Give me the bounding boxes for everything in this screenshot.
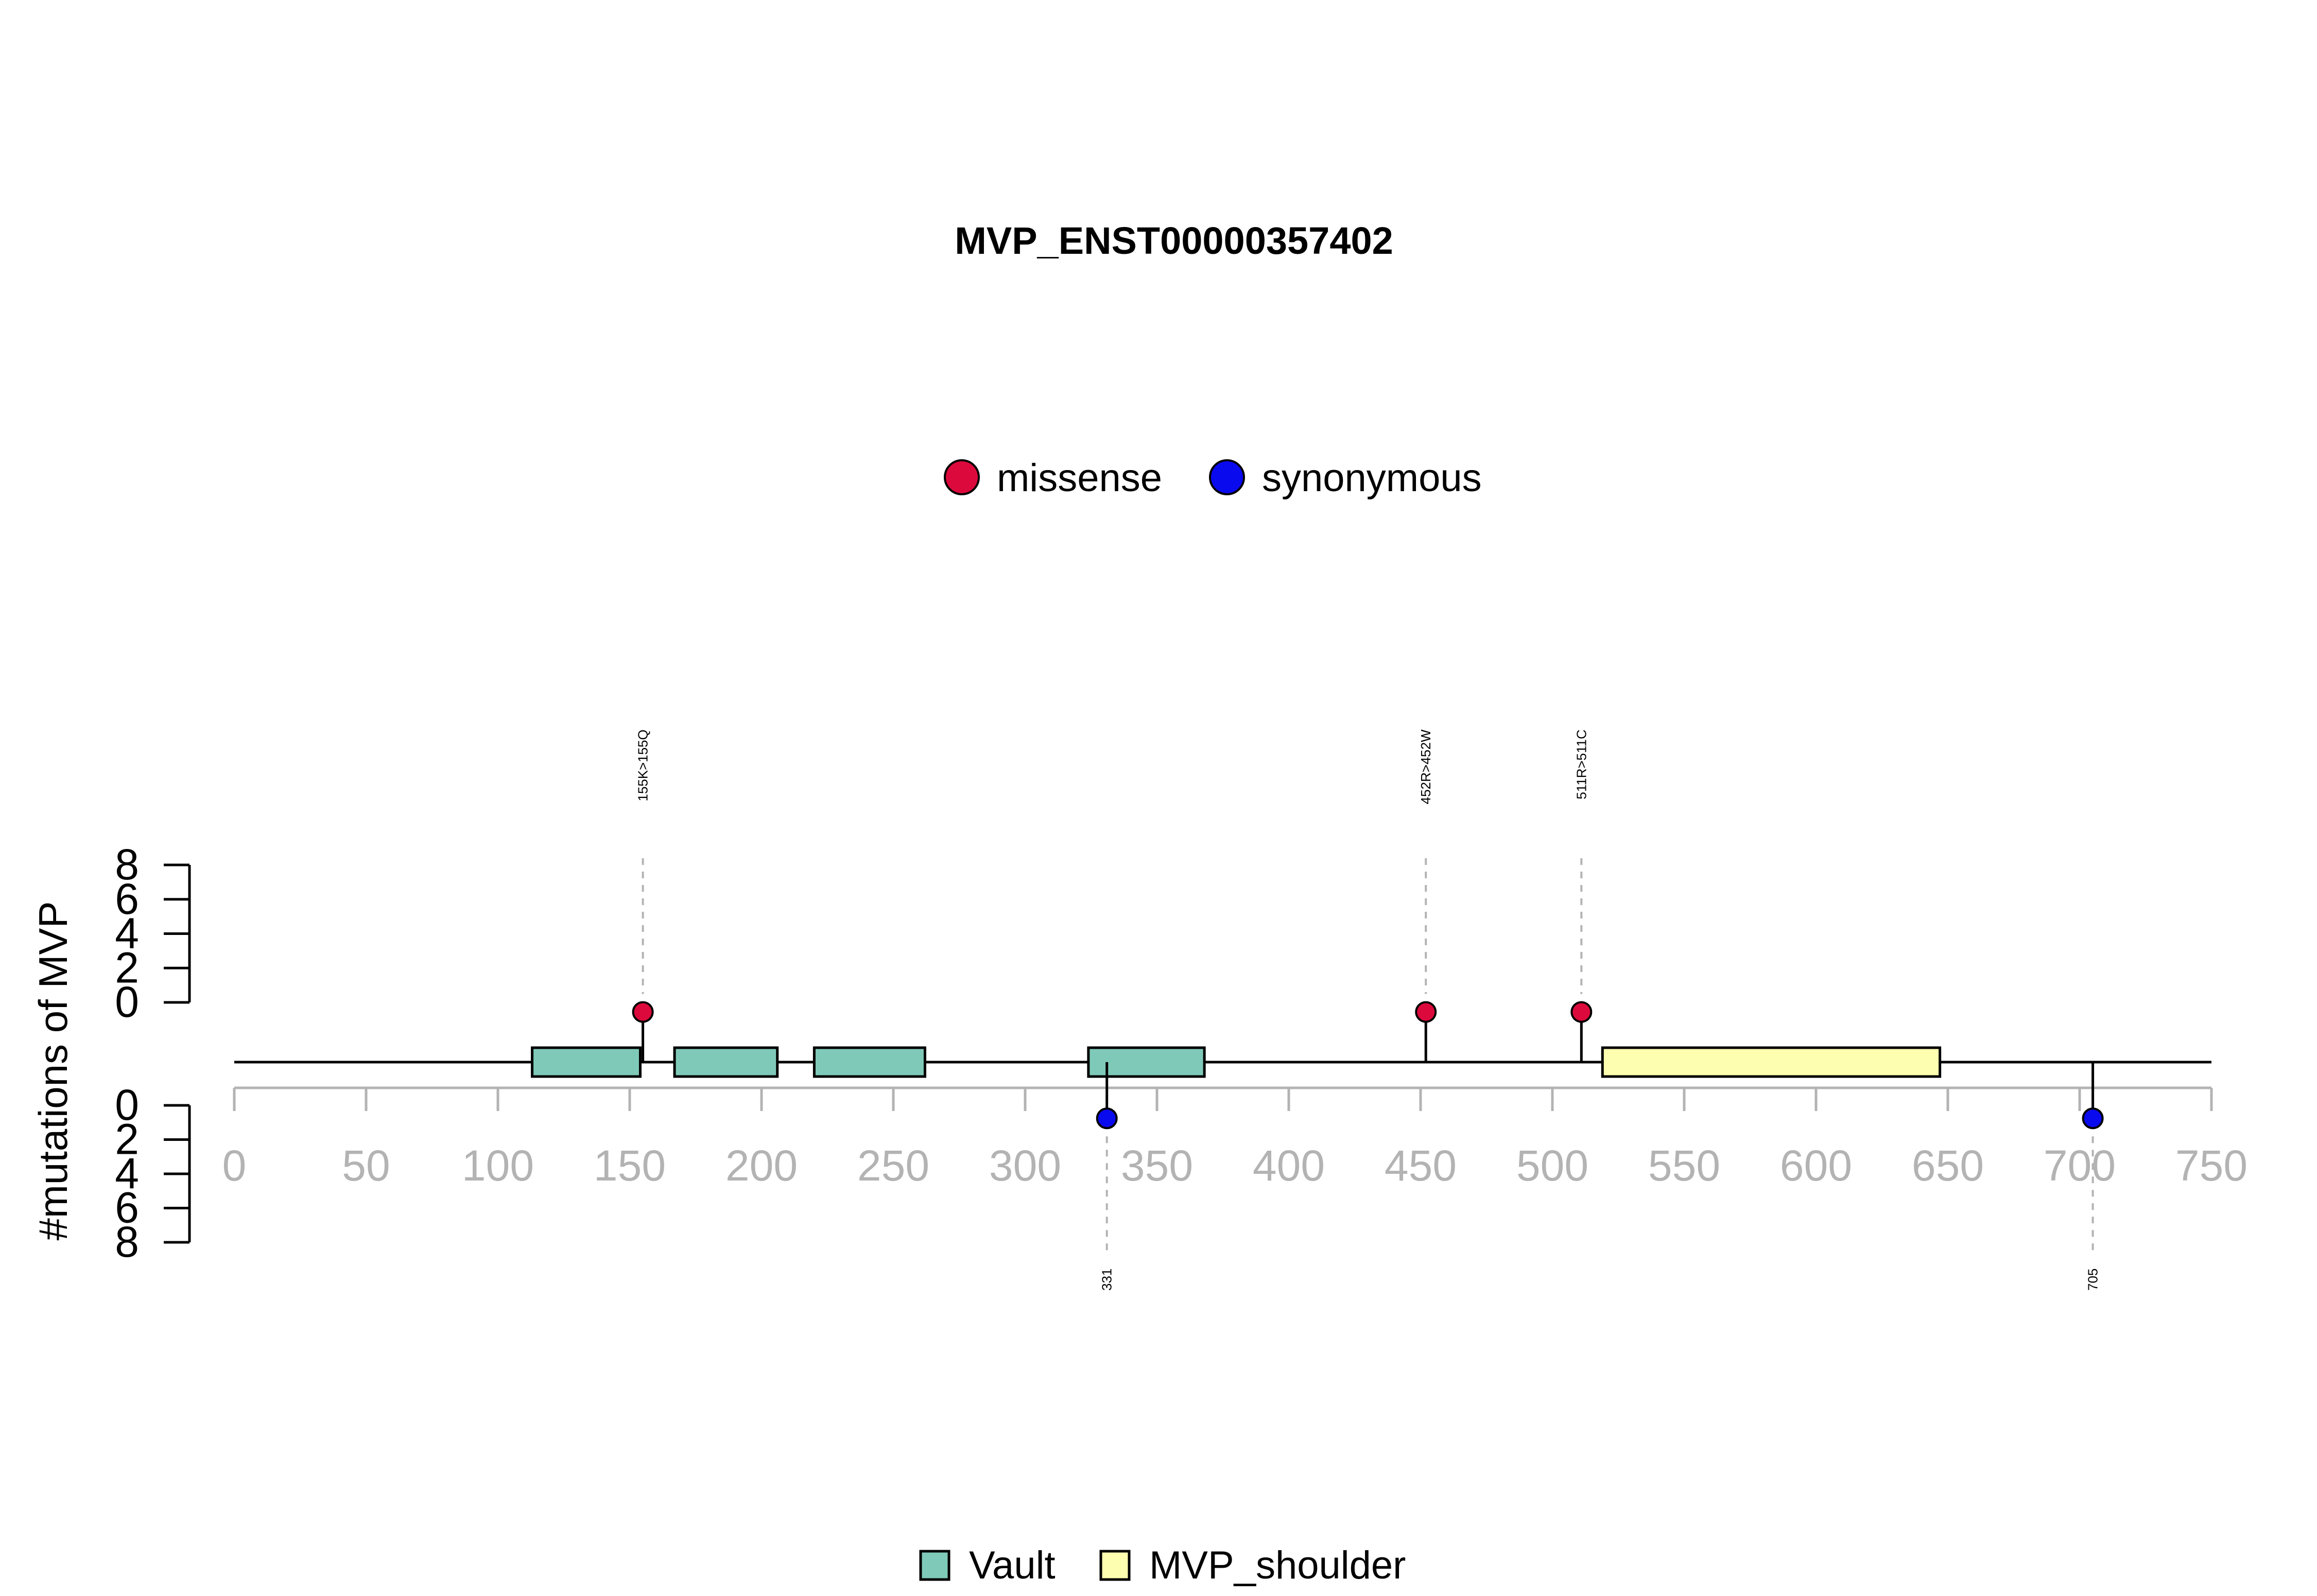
y-tick-label-top: 0 (115, 978, 139, 1026)
x-tick-label: 300 (989, 1141, 1061, 1190)
mutation-label-331: 331 (1099, 1269, 1115, 1291)
x-tick-label: 0 (222, 1141, 247, 1190)
x-tick-label: 250 (857, 1141, 929, 1190)
mutation-label-705: 705 (2085, 1269, 2101, 1291)
mutation-dot-155 (632, 1001, 654, 1023)
y-tick-label-top: 8 (115, 840, 139, 889)
y-tick-label-bottom: 0 (115, 1081, 139, 1129)
y-tick-label-bottom: 2 (115, 1115, 139, 1164)
legend-swatch-vault (919, 1550, 950, 1581)
x-tick-label: 350 (1121, 1141, 1193, 1190)
mutation-dot-511 (1570, 1001, 1593, 1023)
domain-vault-3 (1087, 1046, 1206, 1078)
x-tick-label: 400 (1253, 1141, 1325, 1190)
domain-legend: Vault MVP_shoulder (919, 1543, 1406, 1587)
domains (531, 1046, 1942, 1078)
y-tick-label-bottom: 6 (115, 1184, 139, 1232)
x-tick-label: 550 (1648, 1141, 1720, 1190)
legend-label-missense: missense (997, 456, 1162, 500)
mutation-dot-705 (2082, 1107, 2104, 1130)
y-tick-label-top: 4 (115, 909, 139, 958)
x-tick-label: 450 (1385, 1141, 1457, 1190)
y-tick-label-bottom: 4 (115, 1149, 139, 1198)
x-tick-label: 50 (342, 1141, 390, 1190)
mutation-legend: missense synonymous (944, 456, 1482, 500)
y-tick-label-bottom: 8 (115, 1218, 139, 1266)
y-axis-label: #mutations of MVP (30, 901, 76, 1241)
y-tick-label-top: 2 (115, 943, 139, 992)
x-tick-label: 600 (1780, 1141, 1852, 1190)
mutation-dot-331 (1096, 1107, 1118, 1130)
domain-vault-0 (531, 1046, 642, 1078)
legend-marker-missense (944, 459, 980, 495)
legend-label-synonymous: synonymous (1262, 456, 1482, 500)
mutations: 155K>155Q 452R>452W 511R>511C 331 705 (632, 730, 2104, 1291)
x-tick-label: 750 (2175, 1141, 2247, 1190)
legend-label-vault: Vault (969, 1543, 1056, 1587)
domain-mvp_shoulder-4 (1601, 1046, 1942, 1078)
mutation-label-155: 155K>155Q (635, 730, 651, 802)
x-tick-label: 100 (462, 1141, 534, 1190)
x-tick-label: 150 (594, 1141, 666, 1190)
legend-label-mvp_shoulder: MVP_shoulder (1149, 1543, 1406, 1587)
x-tick-label: 650 (1912, 1141, 1984, 1190)
mutation-label-511: 511R>511C (1574, 730, 1589, 800)
domain-vault-2 (812, 1046, 926, 1078)
mutation-label-452: 452R>452W (1418, 730, 1433, 805)
y-tick-label-top: 6 (115, 875, 139, 923)
mutation-dot-452 (1415, 1001, 1437, 1023)
legend-marker-synonymous (1209, 459, 1245, 495)
x-tick-label: 700 (2044, 1141, 2116, 1190)
x-tick-label: 500 (1516, 1141, 1588, 1190)
legend-swatch-mvp_shoulder (1099, 1550, 1131, 1581)
chart-title: MVP_ENST00000357402 (955, 219, 1393, 262)
x-axis: 0 50 100 150 200 250 300 350 400 450 500 550 600 650 7… (222, 1086, 2247, 1190)
domain-vault-1 (673, 1046, 779, 1078)
x-tick-label: 200 (725, 1141, 798, 1190)
